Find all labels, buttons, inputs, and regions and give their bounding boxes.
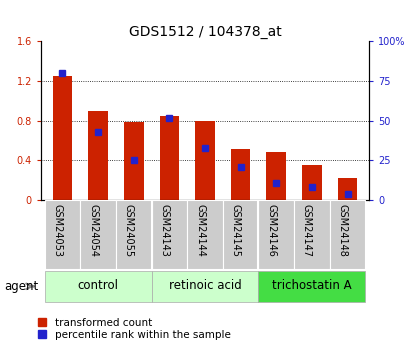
Bar [52,76,72,200]
Legend: transformed count, percentile rank within the sample: transformed count, percentile rank withi… [38,318,230,340]
Title: GDS1512 / 104378_at: GDS1512 / 104378_at [128,25,281,39]
Text: control: control [77,279,118,292]
Bar [301,165,321,200]
Text: GSM24145: GSM24145 [230,204,240,257]
Text: GSM24053: GSM24053 [52,204,62,257]
Bar [45,271,151,302]
Bar [45,200,80,269]
Bar [116,200,151,269]
Bar [159,116,179,200]
Bar [258,271,364,302]
Bar [337,178,357,200]
Bar [187,200,222,269]
Text: GSM24147: GSM24147 [301,204,311,257]
Bar [151,271,258,302]
Bar [80,200,116,269]
Bar [230,148,250,200]
Bar [222,200,258,269]
Bar [329,200,364,269]
Bar [266,152,285,200]
Bar [88,111,108,200]
Text: GSM24146: GSM24146 [266,204,276,256]
Text: GSM24054: GSM24054 [88,204,98,257]
Bar [124,122,143,200]
Bar [293,200,329,269]
Bar [195,121,214,200]
Text: retinoic acid: retinoic acid [168,279,241,292]
Text: trichostatin A: trichostatin A [272,279,351,292]
Text: agent: agent [4,280,38,293]
Text: GSM24144: GSM24144 [195,204,204,256]
Text: GSM24055: GSM24055 [124,204,133,257]
Text: GSM24148: GSM24148 [337,204,347,256]
Bar [151,200,187,269]
Bar [258,200,293,269]
Text: GSM24143: GSM24143 [159,204,169,256]
